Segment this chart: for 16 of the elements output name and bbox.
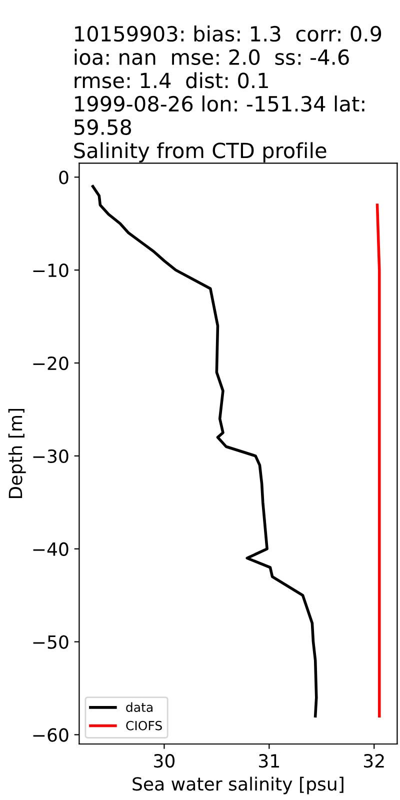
line-series bbox=[91, 185, 318, 718]
x-axis-title: Sea water salinity [psu] bbox=[132, 776, 344, 794]
y-tick-label: −30 bbox=[33, 449, 68, 464]
x-tick-label: 31 bbox=[259, 754, 279, 768]
y-axis-title: Depth [m] bbox=[8, 408, 26, 498]
y-tick-label: −50 bbox=[33, 635, 68, 649]
y-tick-label: −60 bbox=[33, 728, 68, 742]
y-tick-label: −10 bbox=[33, 264, 68, 278]
y-tick-label: 0 bbox=[59, 170, 68, 184]
x-tick-label: 32 bbox=[364, 754, 384, 768]
y-tick-label: −20 bbox=[33, 356, 68, 370]
y-tick-label: −40 bbox=[33, 542, 68, 556]
legend-label: data bbox=[126, 702, 152, 712]
legend-label: CIOFS bbox=[126, 720, 162, 730]
x-tick-label: 30 bbox=[154, 754, 174, 768]
chart-title: 10159903: bias: 1.3 corr: 0.9 ioa: nan mse: 2.0 ss: -4.6 rmse: 1.4 dist: 0.1 1999-08-26 lon: -151.34 lat: 59.58 Salinity from CTD profile bbox=[74, 26, 382, 162]
